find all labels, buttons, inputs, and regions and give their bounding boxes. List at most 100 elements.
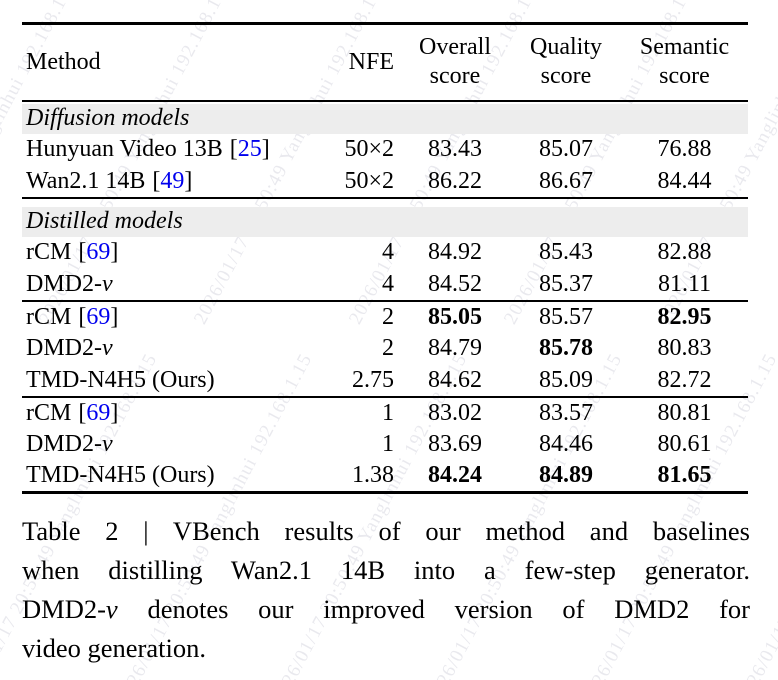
caption-text: Table 2 | VBench results of our method a… [22, 516, 750, 546]
caption-line-3: DMD2-v denotes our improved version of D… [22, 590, 750, 629]
quality-score-cell: 85.07 [539, 136, 593, 162]
bracket-open: [ [152, 167, 161, 194]
nfe-cell: 2.75 [352, 366, 394, 393]
table-row-dmd2v-4: DMD2-v 4 84.52 85.37 81.11 [22, 269, 748, 301]
col-header-semantic-line2: score [659, 63, 710, 90]
method-name-variant: v [102, 270, 113, 297]
method-name: DMD2- [26, 270, 102, 297]
col-header-overall-line2: score [429, 63, 481, 90]
method-name: rCM [26, 303, 72, 330]
semantic-score-cell: 82.95 [657, 303, 712, 330]
nfe-cell: 4 [382, 239, 394, 265]
semantic-score-cell: 84.44 [657, 167, 712, 194]
method-name-variant: v [102, 431, 113, 457]
nfe-cell: 2 [382, 335, 394, 361]
overall-score-cell: 84.79 [428, 335, 482, 361]
quality-score-cell: 83.57 [539, 399, 593, 426]
method-cell: DMD2-v [22, 333, 315, 365]
quality-score-cell: 85.57 [539, 303, 593, 330]
table-row-wan21: Wan2.1 14B [49] 50×2 86.22 86.67 84.44 [22, 166, 748, 198]
nfe-cell: 1 [382, 399, 394, 426]
section-label: Distilled models [26, 208, 183, 234]
col-header-semantic-line1: Semantic [639, 34, 730, 61]
table-caption: Table 2 | VBench results of our method a… [22, 512, 750, 668]
semantic-score-cell: 80.83 [657, 335, 712, 361]
overall-score-cell: 84.24 [428, 462, 482, 489]
method-name: rCM [26, 239, 72, 265]
col-header-semantic-score: Semantic score [621, 24, 748, 101]
quality-score-cell: 85.09 [539, 366, 593, 393]
method-cell: rCM [69] [22, 237, 315, 269]
table-header-row: Method NFE Overall score Quality score Sem… [22, 24, 748, 101]
method-cell: TMD-N4H5 (Ours) [22, 461, 315, 493]
caption-text: when distilling Wan2.1 14B into a few-st… [22, 555, 750, 585]
method-name: TMD-N4H5 (Ours) [26, 366, 215, 393]
quality-score-cell: 84.89 [539, 462, 593, 489]
citation-number: 69 [86, 239, 111, 265]
semantic-score-cell: 82.88 [657, 239, 712, 265]
col-header-method: Method [26, 48, 101, 75]
bracket-open: [ [78, 239, 87, 265]
citation-link[interactable]: [69] [78, 304, 118, 330]
quality-score-cell: 85.37 [539, 270, 593, 297]
citation-link[interactable]: [69] [78, 239, 118, 265]
nfe-cell: 4 [382, 270, 394, 297]
col-header-quality-line2: score [540, 63, 592, 90]
citation-link[interactable]: [49] [152, 168, 192, 194]
method-name: TMD-N4H5 (Ours) [26, 462, 215, 489]
citation-link[interactable]: [25] [230, 136, 270, 162]
method-cell: Hunyuan Video 13B [25] [22, 134, 315, 166]
overall-score-cell: 83.43 [428, 136, 482, 162]
method-cell: rCM [69] [22, 301, 315, 333]
caption-line-4: video generation. [22, 629, 750, 668]
method-cell: TMD-N4H5 (Ours) [22, 365, 315, 397]
nfe-cell: 1 [382, 431, 394, 457]
semantic-score-cell: 81.11 [657, 270, 712, 297]
overall-score-cell: 84.52 [428, 270, 482, 297]
section-row-distilled-models: Distilled models [22, 206, 748, 237]
method-name: Hunyuan Video 13B [26, 136, 223, 162]
nfe-cell: 1.38 [352, 462, 394, 489]
overall-score-cell: 84.92 [428, 239, 482, 265]
quality-score-cell: 85.43 [539, 239, 593, 265]
table-row-dmd2v-1: DMD2-v 1 83.69 84.46 80.61 [22, 429, 748, 461]
method-name: Wan2.1 14B [26, 167, 146, 194]
citation-number: 69 [86, 399, 111, 426]
table-row-rcm-4: rCM [69] 4 84.92 85.43 82.88 [22, 237, 748, 269]
semantic-score-cell: 82.72 [657, 366, 712, 393]
method-cell: rCM [69] [22, 397, 315, 429]
col-header-overall-score: Overall score [399, 24, 511, 101]
section-label: Diffusion models [26, 105, 190, 131]
caption-line-1: Table 2 | VBench results of our method a… [22, 512, 750, 551]
bracket-open: [ [229, 136, 238, 162]
citation-number: 69 [86, 303, 111, 330]
nfe-cell: 50×2 [344, 167, 394, 194]
bracket-open: [ [78, 303, 87, 330]
col-header-quality-line1: Quality [530, 34, 602, 61]
method-name: DMD2- [26, 431, 102, 457]
spacer-cell [22, 198, 748, 207]
citation-number: 25 [237, 136, 262, 162]
overall-score-cell: 85.05 [428, 303, 482, 330]
semantic-score-cell: 76.88 [657, 136, 712, 162]
bracket-close: ] [110, 303, 119, 330]
method-cell: Wan2.1 14B [49] [22, 166, 315, 198]
nfe-cell: 2 [382, 303, 394, 330]
nfe-cell: 50×2 [344, 136, 394, 162]
table-row-hunyuan: Hunyuan Video 13B [25] 50×2 83.43 85.07 7… [22, 134, 748, 166]
overall-score-cell: 83.02 [428, 399, 482, 426]
method-cell: DMD2-v [22, 269, 315, 301]
method-name: DMD2- [26, 335, 102, 361]
table-row-dmd2v-2: DMD2-v 2 84.79 85.78 80.83 [22, 333, 748, 365]
overall-score-cell: 83.69 [428, 431, 482, 457]
citation-link[interactable]: [69] [78, 400, 118, 426]
table-row-rcm-1: rCM [69] 1 83.02 83.57 80.81 [22, 397, 748, 429]
table-row-tmd-275: TMD-N4H5 (Ours) 2.75 84.62 85.09 82.72 [22, 365, 748, 397]
semantic-score-cell: 81.65 [657, 462, 712, 489]
citation-number: 49 [160, 167, 185, 194]
section-row-diffusion-models: Diffusion models [22, 103, 748, 134]
method-name: rCM [26, 399, 72, 426]
bracket-open: [ [78, 399, 87, 426]
table-row-rcm-2: rCM [69] 2 85.05 85.57 82.95 [22, 301, 748, 333]
